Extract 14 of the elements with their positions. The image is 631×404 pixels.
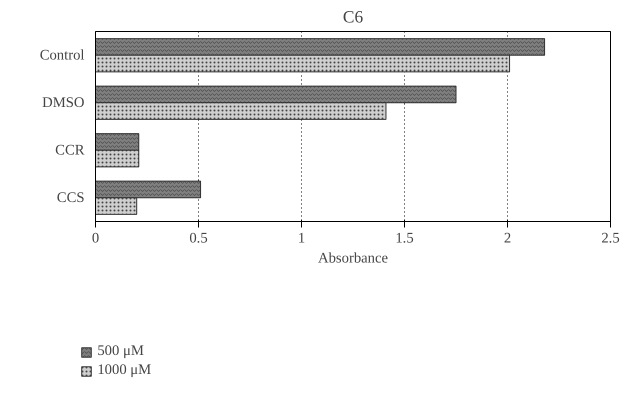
y-tick-label: Control xyxy=(40,47,85,64)
x-axis-title: Absorbance xyxy=(318,250,388,266)
x-tick-label: 1 xyxy=(298,230,306,246)
x-tick-label: 0.5 xyxy=(189,230,208,246)
x-tick-label: 1.5 xyxy=(395,230,414,246)
y-tick-label: CCS xyxy=(56,190,84,206)
x-tick-label: 0 xyxy=(92,230,100,246)
y-tick-label: CCR xyxy=(55,142,85,158)
x-tick-label: 2 xyxy=(504,230,512,246)
y-tick-label: DMSO xyxy=(42,94,85,111)
legend-label: 500 μM xyxy=(97,343,144,360)
x-tick-label: 2.5 xyxy=(601,230,620,246)
legend-label: 1000 μM xyxy=(97,362,152,380)
chart-title: C6 xyxy=(342,8,364,26)
